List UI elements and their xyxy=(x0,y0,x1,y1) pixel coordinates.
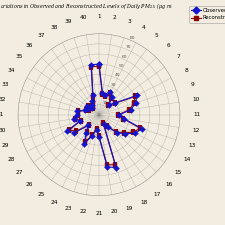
Text: ariations in Observed and Reconstructed Levels of Daily PM$_{2.5}$ (μg m: ariations in Observed and Reconstructed … xyxy=(0,1,172,11)
Legend: Observed, Reconstructed: Observed, Reconstructed xyxy=(189,6,225,23)
